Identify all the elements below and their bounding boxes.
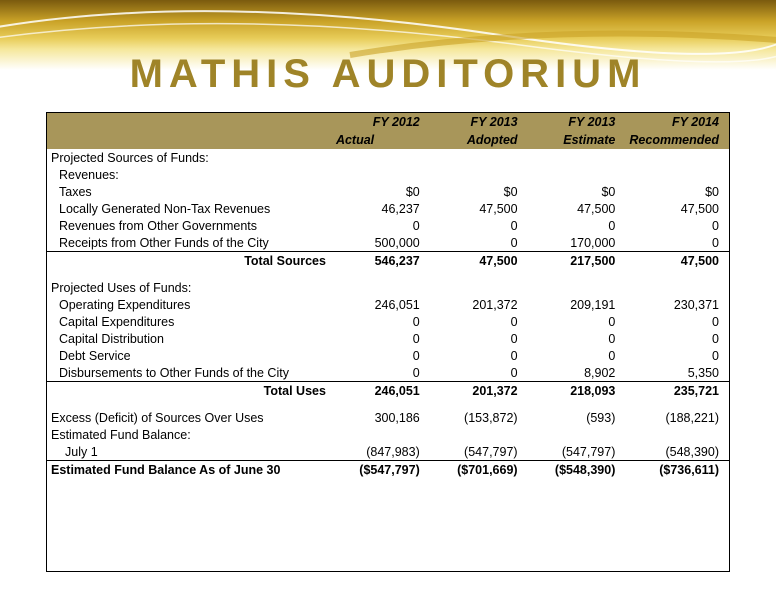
row-excess: Excess (Deficit) of Sources Over Uses 30… xyxy=(47,409,729,426)
row-local-nontax: Locally Generated Non-Tax Revenues 46,23… xyxy=(47,200,729,217)
row-taxes: Taxes $0 $0 $0 $0 xyxy=(47,183,729,200)
table-header: FY 2012 FY 2013 FY 2013 FY 2014 Actual A… xyxy=(47,113,729,149)
col-year-1: FY 2013 xyxy=(430,113,528,131)
row-est-bal-jun30: Estimated Fund Balance As of June 30 ($5… xyxy=(47,461,729,479)
row-cap-exp: Capital Expenditures 0 0 0 0 xyxy=(47,313,729,330)
row-cap-dist: Capital Distribution 0 0 0 0 xyxy=(47,330,729,347)
row-rev-other-gov: Revenues from Other Governments 0 0 0 0 xyxy=(47,217,729,234)
row-july1: July 1 (847,983) (547,797) (547,797) (54… xyxy=(47,443,729,461)
page-title: MATHIS AUDITORIUM xyxy=(130,52,647,97)
row-uses-head: Projected Uses of Funds: xyxy=(47,279,729,296)
col-year-3: FY 2014 xyxy=(625,113,729,131)
col-label-2: Estimate xyxy=(528,131,626,149)
row-disb-other: Disbursements to Other Funds of the City… xyxy=(47,364,729,382)
col-label-1: Adopted xyxy=(430,131,528,149)
budget-table-container: FY 2012 FY 2013 FY 2013 FY 2014 Actual A… xyxy=(46,112,730,572)
row-sources-head: Projected Sources of Funds: xyxy=(47,149,729,166)
row-total-sources: Total Sources 546,237 47,500 217,500 47,… xyxy=(47,252,729,270)
budget-table: FY 2012 FY 2013 FY 2013 FY 2014 Actual A… xyxy=(47,113,729,478)
col-year-0: FY 2012 xyxy=(332,113,430,131)
col-year-2: FY 2013 xyxy=(528,113,626,131)
row-total-uses: Total Uses 246,051 201,372 218,093 235,7… xyxy=(47,382,729,400)
row-receipts-other-funds: Receipts from Other Funds of the City 50… xyxy=(47,234,729,252)
col-label-3: Recommended xyxy=(625,131,729,149)
row-op-exp: Operating Expenditures 246,051 201,372 2… xyxy=(47,296,729,313)
row-debt: Debt Service 0 0 0 0 xyxy=(47,347,729,364)
row-est-bal-head: Estimated Fund Balance: xyxy=(47,426,729,443)
row-revenues-head: Revenues: xyxy=(47,166,729,183)
col-label-0: Actual xyxy=(332,131,430,149)
